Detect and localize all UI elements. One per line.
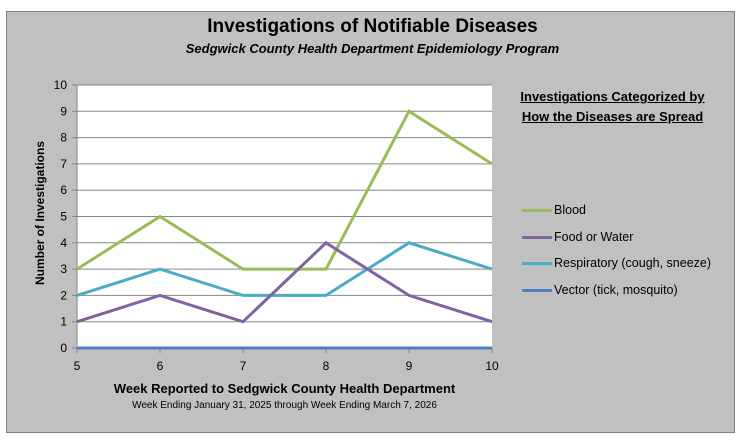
legend-label: Food or Water (554, 229, 634, 244)
x-tick-label: 7 (240, 359, 247, 373)
y-tick-label: 1 (60, 315, 67, 329)
chart-title: Investigations of Notifiable Diseases (207, 16, 538, 37)
y-tick-label: 0 (60, 341, 67, 355)
legend-title: Investigations Categorized by How the Di… (520, 89, 705, 124)
legend-label: Respiratory (cough, sneeze) (554, 256, 712, 270)
y-tick-label: 5 (60, 210, 67, 224)
legend-item: Food or Water (522, 229, 633, 245)
legend-swatch (522, 262, 552, 266)
legend-label: Vector (tick, mosquito) (554, 282, 678, 297)
legend-swatch (522, 288, 552, 292)
series-line-blood (76, 109, 493, 271)
x-axis-label: Week Reported to Sedgwick County Health … (113, 381, 456, 396)
legend-swatch (522, 209, 552, 213)
legend-label: Blood (554, 203, 586, 217)
legend-swatch (522, 235, 552, 239)
series-line-food-or-water (76, 240, 493, 324)
y-tick-label: 3 (60, 262, 67, 276)
series-line-respiratory-cough-sneeze (76, 241, 493, 297)
y-tick-label: 10 (54, 78, 68, 92)
x-tick-label: 6 (157, 359, 164, 373)
legend-item: Vector (tick, mosquito) (522, 282, 678, 298)
legend-item: Blood (522, 202, 586, 218)
y-tick-label: 2 (60, 288, 67, 302)
legend-item: Respiratory (cough, sneeze) (522, 255, 711, 271)
x-tick-label: 9 (406, 359, 413, 373)
y-tick-label: 6 (60, 183, 67, 197)
y-tick-label: 8 (60, 131, 67, 145)
chart-subtitle: Sedgwick County Health Department Epidem… (185, 41, 560, 56)
y-axis-label: Number of Investigations (33, 140, 47, 286)
y-tick-label: 4 (60, 236, 67, 250)
x-axis-sublabel: Week Ending January 31, 2025 through Wee… (132, 400, 437, 411)
x-tick-label: 10 (485, 359, 499, 373)
x-tick-label: 5 (74, 359, 81, 373)
y-tick-label: 7 (60, 157, 67, 171)
y-tick-label: 9 (60, 104, 67, 118)
x-tick-label: 8 (323, 359, 330, 373)
